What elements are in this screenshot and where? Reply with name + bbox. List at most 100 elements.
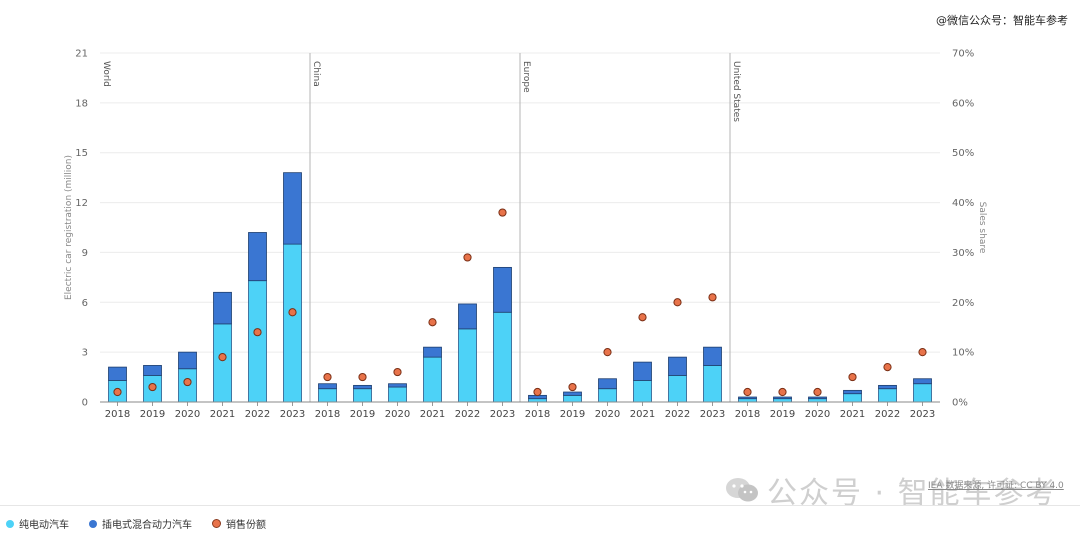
legend-swatch-share: [212, 519, 221, 528]
x-tick-label: 2023: [280, 409, 305, 420]
share-point: [778, 387, 787, 397]
bar-phev: [913, 378, 932, 385]
bar-bev: [213, 323, 232, 403]
share-point: [393, 367, 402, 377]
data-credit-link[interactable]: IEA 数据来源, 许可证: CC BY 4.0: [928, 481, 1064, 491]
bar-phev: [108, 366, 127, 381]
bar-phev: [143, 365, 162, 376]
x-tick-label: 2020: [175, 409, 200, 420]
bar-phev: [248, 232, 267, 282]
share-point: [533, 387, 542, 397]
bar-phev: [388, 383, 407, 388]
share-point: [673, 298, 682, 307]
y2-tick-label: 0%: [952, 398, 968, 409]
region-label: World: [101, 61, 111, 87]
legend-label-phev: 插电式混合动力汽车: [102, 520, 192, 531]
x-tick-label: 2022: [665, 409, 690, 420]
share-point: [918, 348, 927, 357]
legend-label-share: 销售份额: [226, 520, 266, 531]
x-tick-label: 2018: [315, 409, 340, 420]
x-tick-label: 2020: [595, 409, 620, 420]
bar-phev: [423, 346, 442, 358]
x-tick-label: 2021: [840, 409, 865, 420]
bar-phev: [808, 396, 827, 400]
bar-bev: [668, 375, 687, 403]
x-tick-label: 2019: [140, 409, 165, 420]
bar-bev: [318, 388, 337, 403]
x-tick-label: 2023: [700, 409, 725, 420]
x-tick-label: 2019: [770, 409, 795, 420]
share-point: [148, 382, 157, 392]
bar-phev: [318, 383, 337, 390]
region-label: United States: [731, 61, 741, 122]
share-point: [638, 313, 647, 322]
legend-item-phev[interactable]: 插电式混合动力汽车: [89, 516, 192, 531]
share-point: [603, 348, 612, 357]
legend-swatch-phev: [89, 519, 97, 528]
y2-tick-label: 20%: [952, 298, 974, 309]
y-tick-label: 3: [82, 348, 88, 359]
bar-phev: [843, 389, 862, 395]
y-tick-label: 21: [75, 49, 88, 60]
footer-divider: [0, 505, 1080, 506]
bar-bev: [703, 365, 722, 403]
share-point: [183, 377, 192, 387]
share-point: [323, 372, 332, 382]
y2-tick-label: 30%: [952, 248, 974, 259]
bar-phev: [598, 378, 617, 390]
share-point: [813, 387, 822, 397]
bar-phev: [878, 384, 897, 390]
bar-bev: [388, 386, 407, 403]
bar-phev: [353, 384, 372, 390]
legend: 纯电动汽车 插电式混合动力汽车 销售份额: [6, 516, 266, 531]
y-tick-label: 0: [82, 398, 88, 409]
x-tick-label: 2019: [560, 409, 585, 420]
x-tick-label: 2021: [210, 409, 235, 420]
x-tick-label: 2023: [490, 409, 515, 420]
y2-axis-label: Sales share: [977, 202, 987, 254]
y-axis-label: Electric car registration (million): [64, 155, 74, 300]
y2-tick-label: 10%: [952, 348, 974, 359]
bar-phev: [283, 172, 302, 245]
bar-bev: [598, 388, 617, 403]
bar-bev: [283, 243, 302, 403]
region-label: Europe: [521, 61, 531, 93]
y2-tick-label: 60%: [952, 98, 974, 109]
x-tick-label: 2021: [420, 409, 445, 420]
y-tick-label: 9: [82, 248, 88, 259]
bar-phev: [633, 361, 652, 381]
bar-bev: [248, 280, 267, 403]
share-point: [463, 253, 472, 262]
share-point: [848, 372, 857, 382]
bar-bev: [493, 311, 512, 403]
bar-bev: [563, 394, 582, 403]
bar-bev: [843, 393, 862, 403]
legend-label-bev: 纯电动汽车: [19, 520, 69, 531]
y-tick-label: 12: [75, 198, 88, 209]
y2-tick-label: 50%: [952, 148, 974, 159]
bar-bev: [353, 388, 372, 403]
x-tick-label: 2020: [805, 409, 830, 420]
share-point: [358, 372, 367, 382]
bar-phev: [668, 356, 687, 376]
y2-tick-label: 40%: [952, 198, 974, 209]
x-tick-label: 2020: [385, 409, 410, 420]
share-point: [568, 382, 577, 392]
x-tick-label: 2021: [630, 409, 655, 420]
wechat-logo-icon: [725, 476, 759, 504]
bar-bev: [458, 328, 477, 403]
bar-phev: [213, 291, 232, 325]
bar-phev: [458, 303, 477, 330]
bar-phev: [493, 266, 512, 313]
share-point: [218, 353, 227, 362]
legend-item-share[interactable]: 销售份额: [212, 516, 266, 531]
y-tick-label: 18: [75, 98, 88, 109]
bar-phev: [738, 396, 757, 400]
share-point: [113, 387, 122, 397]
x-tick-label: 2019: [350, 409, 375, 420]
x-tick-label: 2023: [910, 409, 935, 420]
legend-item-bev[interactable]: 纯电动汽车: [6, 516, 69, 531]
bar-phev: [563, 391, 582, 396]
watermark-top: @微信公众号：智能车参考: [936, 14, 1068, 27]
